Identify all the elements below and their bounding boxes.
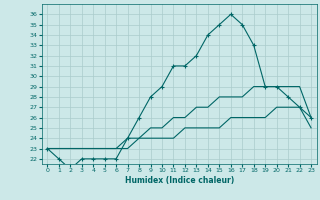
X-axis label: Humidex (Indice chaleur): Humidex (Indice chaleur): [124, 176, 234, 185]
